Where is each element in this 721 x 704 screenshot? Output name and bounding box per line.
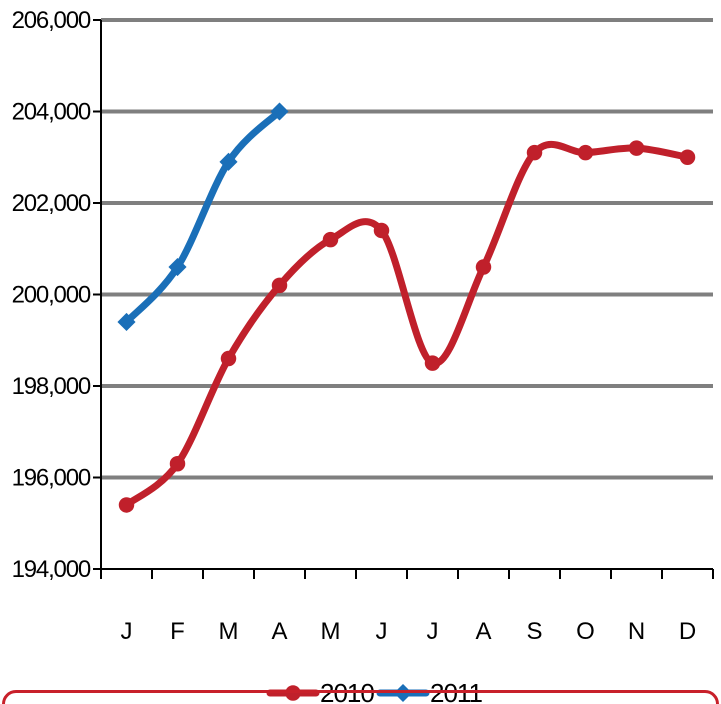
legend-marker-2010: [285, 685, 301, 701]
y-tick-label-202000: 202,000: [12, 190, 91, 217]
data-point-2010-A-7: [475, 259, 492, 275]
x-tick-label-10: N: [628, 618, 645, 645]
data-point-2011-J-0: [117, 312, 136, 332]
series-lines: [123, 108, 691, 509]
x-tick-label-6: J: [427, 618, 439, 645]
series-markers: [117, 102, 696, 513]
y-tick-label-194000: 194,000: [12, 556, 91, 583]
data-point-2011-M-2: [219, 152, 238, 171]
y-tick-label-198000: 198,000: [12, 373, 91, 400]
y-tick-label-206000: 206,000: [12, 7, 91, 34]
y-tick-label-204000: 204,000: [12, 99, 91, 126]
data-point-2010-S-8: [526, 144, 543, 161]
y-tick-label-196000: 196,000: [12, 465, 91, 492]
data-point-2011-A-3: [270, 102, 289, 121]
y-tick-label-200000: 200,000: [12, 282, 91, 309]
data-point-2010-A-3: [271, 277, 288, 294]
axes: [93, 19, 714, 579]
x-tick-label-7: A: [475, 618, 491, 645]
x-tick-label-5: J: [376, 618, 388, 645]
x-tick-label-1: F: [170, 618, 185, 645]
x-tick-label-3: A: [271, 618, 287, 645]
x-tick-label-2: M: [219, 618, 239, 645]
data-point-2010-O-9: [577, 144, 594, 161]
x-tick-label-11: D: [679, 618, 696, 645]
data-point-2010-F-1: [169, 456, 186, 472]
x-tick-label-9: O: [576, 618, 595, 645]
chart-frame-edge: [2, 690, 719, 704]
data-point-2010-N-10: [628, 140, 645, 156]
data-point-2010-M-2: [220, 350, 237, 367]
x-tick-label-0: J: [121, 618, 133, 645]
data-point-2010-J-6: [424, 355, 441, 371]
data-point-2010-D-11: [679, 149, 696, 165]
y-axis-tick-labels: 194,000 196,000 198,000 200,000 202,000 204,0…: [12, 7, 92, 583]
data-point-2010-J-5: [373, 222, 390, 239]
x-tick-label-8: S: [526, 618, 542, 645]
series-line-2011: [123, 108, 283, 326]
grid-lines: [101, 18, 713, 480]
data-point-2010-M-4: [322, 231, 339, 248]
data-point-2010-J-0: [118, 497, 135, 513]
x-tick-label-4: M: [321, 618, 341, 645]
data-point-2011-F-1: [168, 257, 187, 277]
